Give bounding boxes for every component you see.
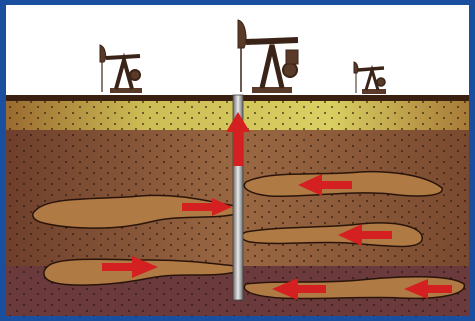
pumpjack-center xyxy=(237,19,299,93)
pumpjack-left xyxy=(99,44,142,93)
sky xyxy=(6,5,469,97)
pumpjack-right xyxy=(353,61,386,94)
flow-arrows xyxy=(102,112,452,300)
well-pipe xyxy=(232,94,244,301)
